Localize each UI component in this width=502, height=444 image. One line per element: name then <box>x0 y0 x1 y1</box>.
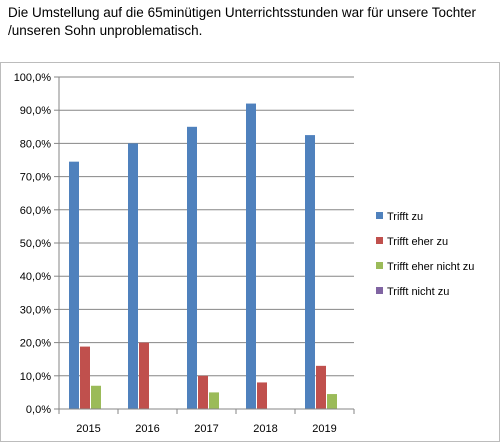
bar <box>327 394 337 409</box>
bar <box>305 135 315 409</box>
legend-label: Trifft nicht zu <box>387 286 449 298</box>
legend-swatch <box>376 287 383 294</box>
bar <box>128 143 138 409</box>
bar <box>187 126 197 410</box>
x-tick-label: 2019 <box>312 423 336 435</box>
y-tick-label: 10,0% <box>20 371 51 383</box>
x-tick-label: 2018 <box>253 423 277 435</box>
y-tick-label: 90,0% <box>20 105 51 117</box>
bar <box>80 346 90 409</box>
legend: Trifft zu Trifft eher zu Trifft eher nicht… <box>376 211 474 298</box>
bar <box>91 385 101 409</box>
legend-label: Trifft zu <box>387 211 423 223</box>
bar <box>139 342 149 409</box>
y-tick-label: 70,0% <box>20 172 51 184</box>
y-tick-label: 20,0% <box>20 338 51 350</box>
chart-title: Die Umstellung auf die 65minütigen Unter… <box>8 5 476 38</box>
y-tick-label: 0,0% <box>26 404 51 416</box>
y-tick-label: 40,0% <box>20 271 51 283</box>
legend-swatch <box>376 237 383 244</box>
bar <box>257 382 267 409</box>
chart-frame <box>0 62 500 442</box>
x-tick-label: 2016 <box>135 423 159 435</box>
bar <box>246 103 256 409</box>
legend-label: Trifft eher nicht zu <box>387 261 474 273</box>
axes: 0,0% 10,0% 20,0% 30,0% 40,0% 50,0% 60,0% 70,0% 8… <box>14 72 355 435</box>
x-tick-label: 2017 <box>194 423 218 435</box>
legend-swatch <box>376 212 383 219</box>
bar <box>69 161 79 409</box>
y-tick-label: 80,0% <box>20 138 51 150</box>
bar <box>209 392 219 409</box>
y-tick-label: 50,0% <box>20 238 51 250</box>
y-tick-label: 100,0% <box>14 72 52 84</box>
legend-label: Trifft eher zu <box>387 236 448 248</box>
bar <box>316 365 326 409</box>
legend-swatch <box>376 262 383 269</box>
bars <box>69 103 337 410</box>
y-tick-label: 60,0% <box>20 205 51 217</box>
x-tick-label: 2015 <box>76 423 100 435</box>
bar <box>198 375 208 409</box>
y-tick-label: 30,0% <box>20 304 51 316</box>
